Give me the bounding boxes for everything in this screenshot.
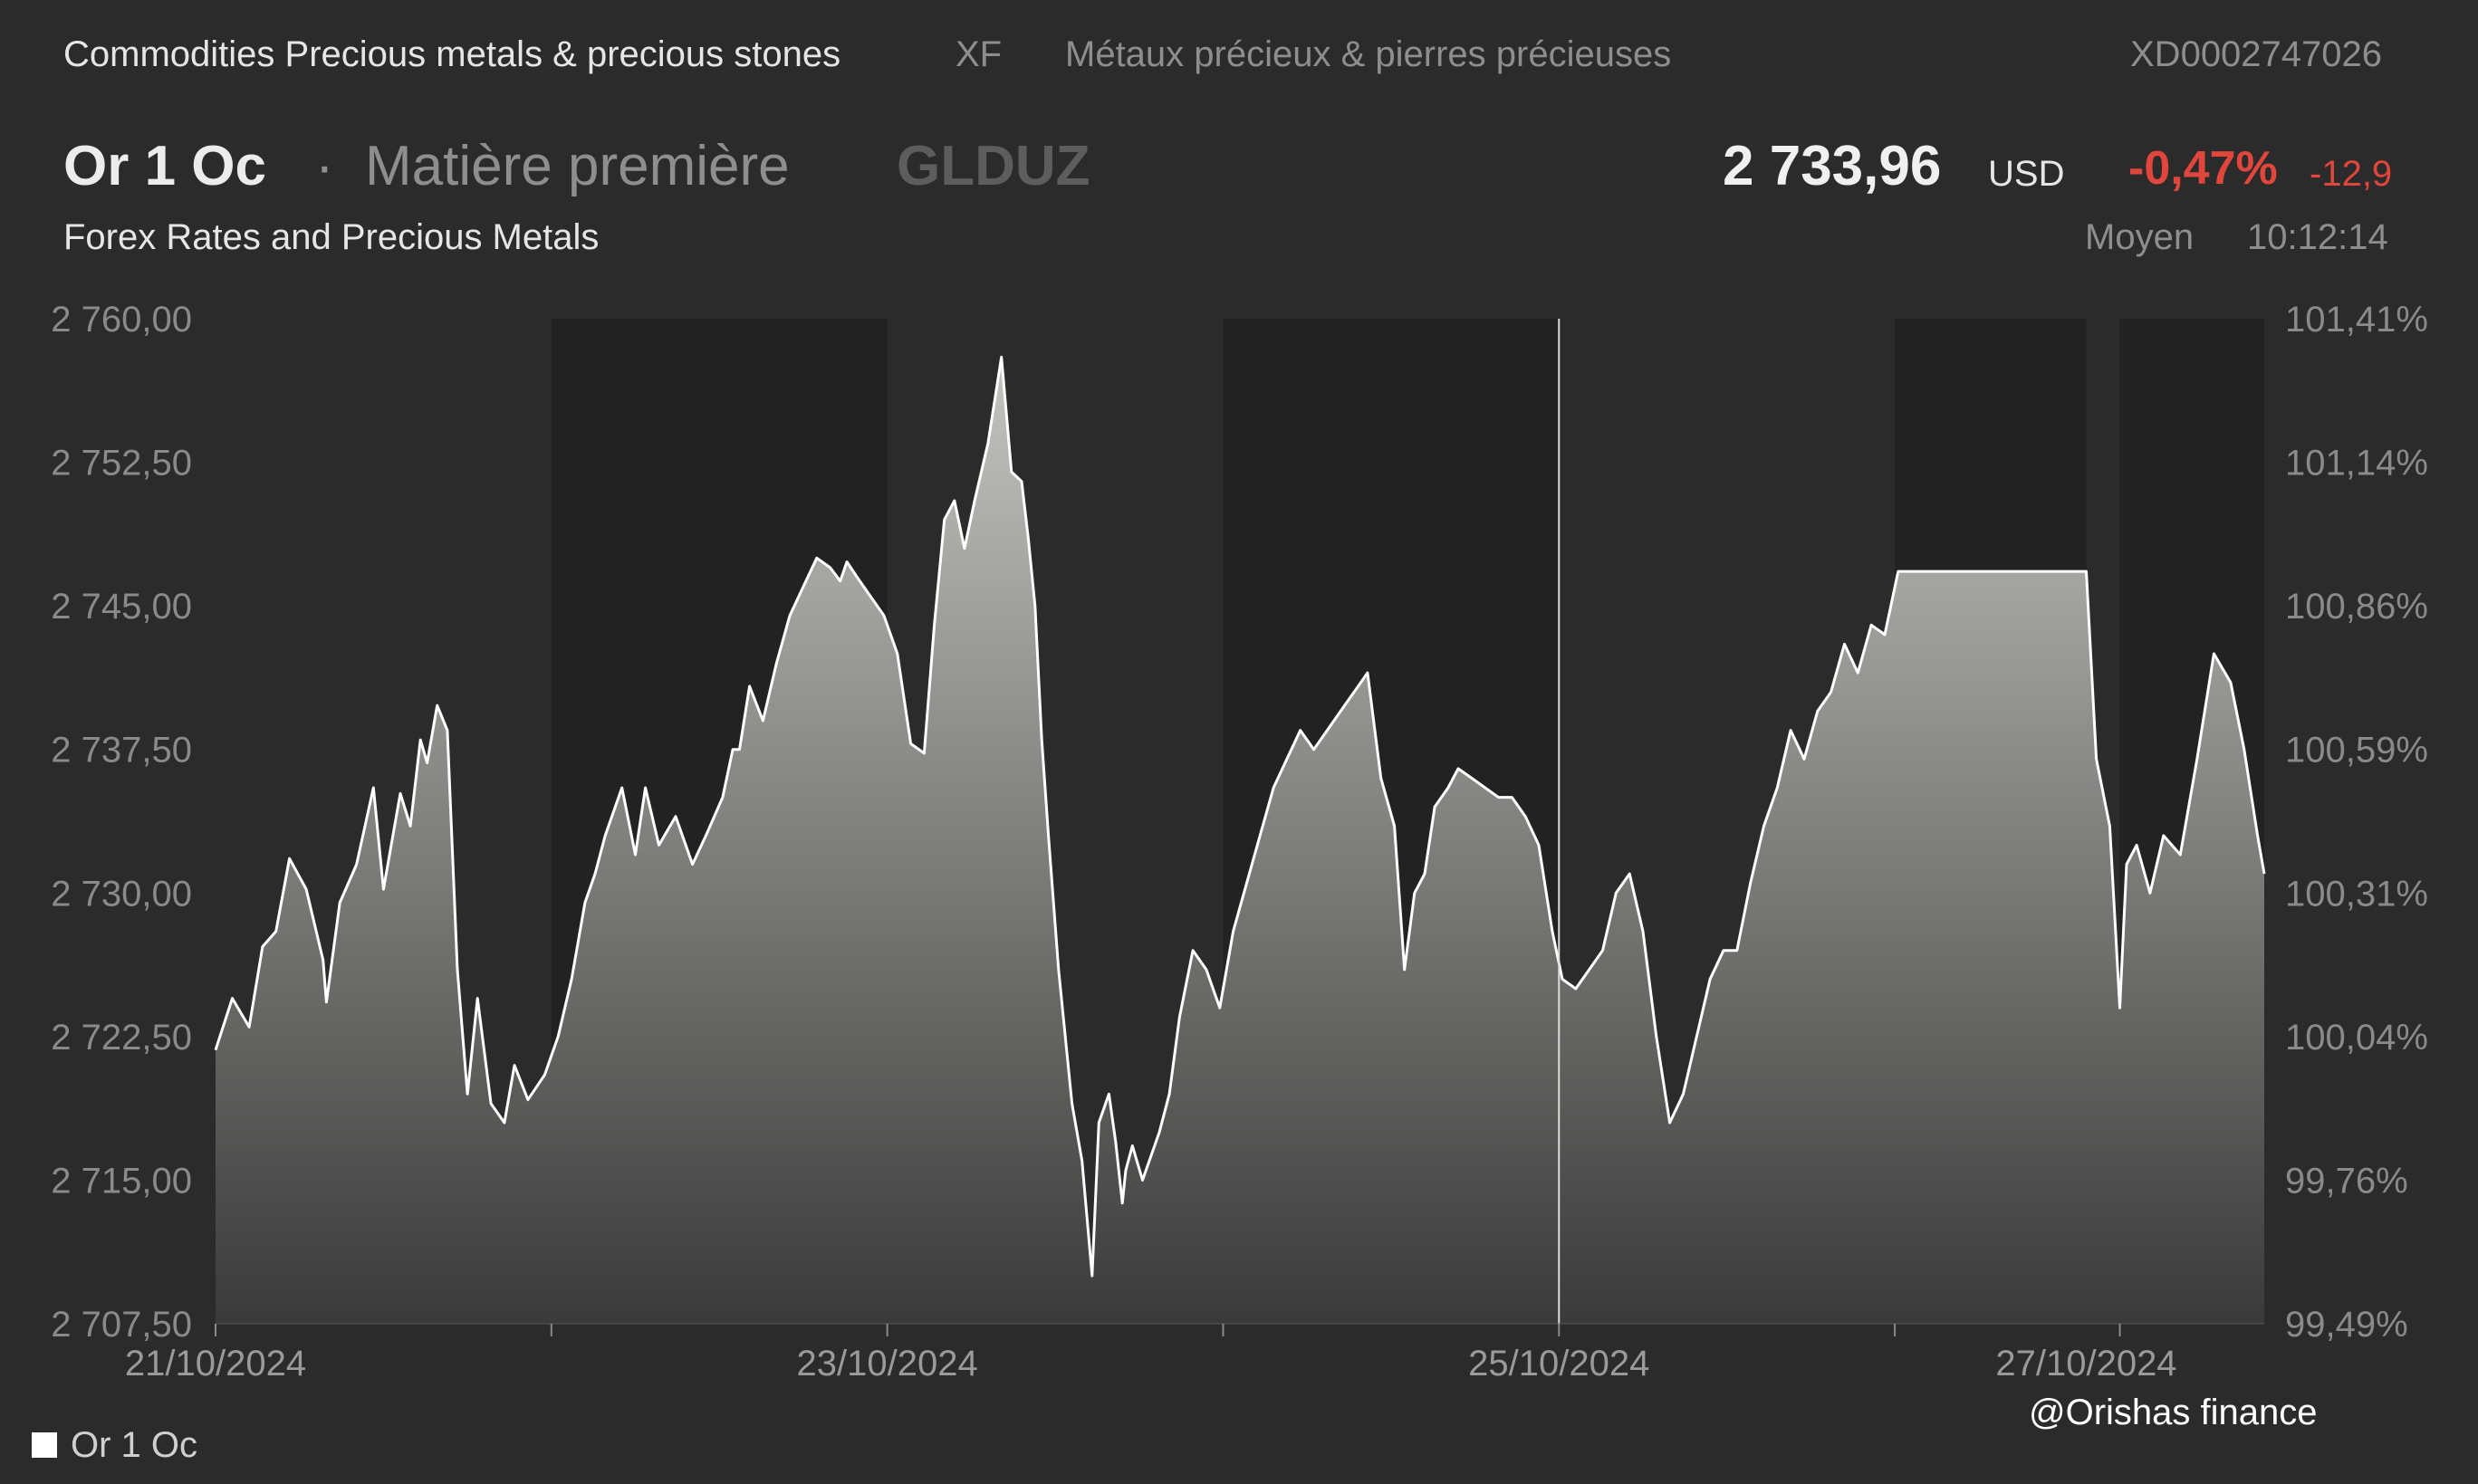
y2-tick-label: 100,86% — [2285, 587, 2428, 627]
x-tick-label: 23/10/2024 — [797, 1344, 978, 1383]
y-tick-label: 2 737,50 — [51, 731, 192, 771]
x-tick-label: 25/10/2024 — [1468, 1344, 1649, 1383]
price-area-fill — [216, 357, 2264, 1324]
x-axis: 21/10/2024 23/10/2024 25/10/2024 27/10/2024 — [125, 1324, 2177, 1383]
y2-tick-label: 100,31% — [2285, 874, 2428, 914]
y2-tick-label: 99,76% — [2285, 1161, 2408, 1201]
y-tick-label: 2 722,50 — [51, 1018, 192, 1058]
right-y-axis: 101,41% 101,14% 100,86% 100,59% 100,31% 100,0… — [2285, 300, 2428, 1345]
title-separator: · — [315, 135, 334, 197]
change-percent: -0,47% — [2128, 142, 2278, 195]
price-line — [214, 355, 2266, 1278]
price-currency: USD — [1988, 154, 2065, 194]
quote-time: 10:12:14 — [2247, 217, 2388, 257]
legend-swatch — [32, 1432, 57, 1458]
x-tick-label: 27/10/2024 — [1995, 1344, 2176, 1383]
instrument-type: Matière première — [365, 135, 790, 197]
data-source: Forex Rates and Precious Metals — [63, 217, 600, 257]
isin-code: XD0002747026 — [2130, 34, 2383, 74]
x-tick-label: 21/10/2024 — [125, 1344, 306, 1383]
y2-tick-label: 100,59% — [2285, 731, 2428, 771]
y2-tick-label: 101,14% — [2285, 444, 2428, 483]
y-tick-label: 2 715,00 — [51, 1161, 192, 1201]
category-french-label: Métaux précieux & pierres précieuses — [1065, 34, 1672, 74]
y2-tick-label: 100,04% — [2285, 1018, 2428, 1058]
exchange-code: XF — [956, 34, 1003, 74]
y-tick-label: 2 745,00 — [51, 587, 192, 627]
last-price: 2 733,96 — [1723, 135, 1942, 197]
change-absolute: -12,9 — [2310, 154, 2393, 194]
y2-tick-label: 99,49% — [2285, 1305, 2408, 1345]
y2-tick-label: 101,41% — [2285, 300, 2428, 340]
left-y-axis: 2 760,00 2 752,50 2 745,00 2 737,50 2 730,00… — [51, 300, 192, 1345]
price-type: Moyen — [2085, 217, 2195, 257]
y-tick-label: 2 707,50 — [51, 1305, 192, 1345]
y-tick-label: 2 752,50 — [51, 444, 192, 483]
legend-label[interactable]: Or 1 Oc — [71, 1425, 198, 1465]
y-tick-label: 2 760,00 — [51, 300, 192, 340]
instrument-symbol: GLDUZ — [897, 135, 1090, 197]
y-tick-label: 2 730,00 — [51, 874, 192, 914]
instrument-name: Or 1 Oc — [63, 135, 266, 197]
category-label: Commodities Precious metals & precious s… — [63, 34, 841, 74]
watermark-text: @Orishas finance — [2029, 1393, 2318, 1432]
